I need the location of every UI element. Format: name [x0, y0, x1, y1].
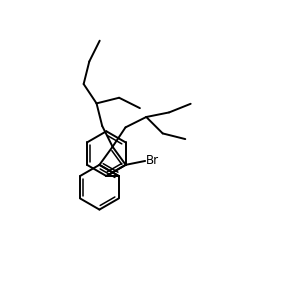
Text: Br: Br [146, 155, 159, 168]
